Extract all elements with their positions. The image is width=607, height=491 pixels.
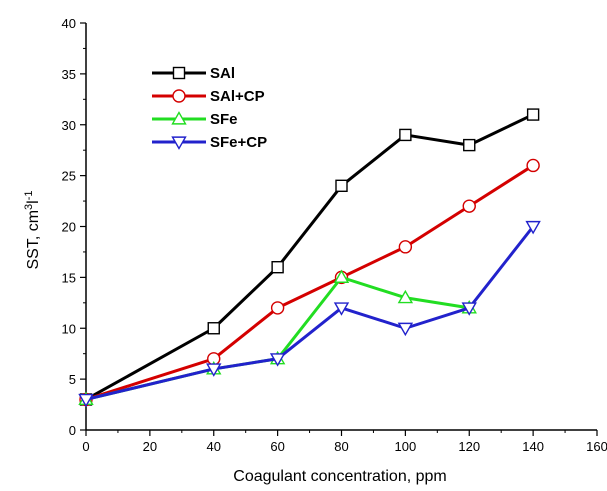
data-point — [398, 240, 413, 254]
x-tick-label: 20 — [143, 439, 157, 454]
y-tick-label: 5 — [69, 372, 76, 387]
y-axis-title-mid: l — [25, 200, 42, 204]
data-point — [461, 302, 477, 316]
data-point — [206, 363, 222, 377]
series-sal-cp — [79, 158, 540, 407]
legend-item: SAl+CP — [152, 88, 265, 105]
data-point — [462, 199, 476, 213]
y-axis-title: SST, cm3l-1 — [23, 190, 42, 269]
y-axis-title-sup2: -1 — [23, 190, 35, 200]
legend-marker — [172, 66, 186, 80]
data-point — [335, 179, 348, 193]
x-tick-label: 160 — [586, 439, 607, 454]
x-tick-label: 100 — [395, 439, 417, 454]
data-point — [269, 353, 286, 367]
data-point — [270, 301, 285, 315]
legend-label: SFe+CP — [210, 134, 267, 151]
data-point — [207, 322, 220, 335]
axes — [80, 22, 598, 436]
data-point — [526, 108, 540, 121]
x-tick-label: 60 — [270, 439, 284, 454]
data-point — [333, 302, 350, 316]
legend-label: SAl+CP — [210, 88, 265, 105]
series-sal — [79, 108, 540, 406]
y-tick-labels: 0 5 10 15 20 25 30 35 40 — [62, 16, 76, 438]
legend-label: SFe — [210, 111, 238, 128]
y-tick-label: 40 — [62, 16, 76, 31]
data-point — [463, 138, 476, 152]
legend-item: SAl — [152, 65, 235, 82]
series-sfe — [78, 269, 477, 406]
data-point — [333, 269, 350, 283]
data-point — [397, 322, 414, 337]
x-tick-labels: 0 20 40 60 80 100 120 140 160 — [82, 439, 607, 454]
data-point — [525, 220, 541, 235]
legend-marker — [172, 89, 186, 103]
legend-item: SFe — [152, 111, 238, 128]
y-tick-label: 20 — [62, 220, 76, 235]
x-tick-label: 0 — [82, 439, 89, 454]
y-tick-label: 35 — [62, 67, 76, 82]
legend-marker — [171, 111, 187, 125]
data-point — [78, 393, 94, 408]
data-point — [397, 289, 414, 304]
legend-item: SFe+CP — [152, 134, 267, 151]
data-point — [399, 128, 412, 142]
y-tick-label: 25 — [62, 169, 76, 184]
plot-series — [78, 108, 541, 408]
legend: SAl SAl+CP SFe SFe+CP — [152, 65, 267, 151]
x-tick-label: 80 — [334, 439, 348, 454]
legend-marker — [171, 136, 187, 150]
legend-label: SAl — [210, 65, 235, 82]
x-tick-label: 120 — [458, 439, 480, 454]
y-tick-label: 30 — [62, 118, 76, 133]
y-tick-label: 0 — [69, 423, 76, 438]
x-tick-label: 40 — [207, 439, 221, 454]
x-tick-label: 140 — [522, 439, 544, 454]
x-axis-title: Coagulant concentration, ppm — [233, 468, 446, 485]
y-tick-label: 15 — [62, 270, 76, 285]
y-tick-label: 10 — [62, 321, 76, 336]
series-line — [85, 113, 534, 401]
series-sfe-cp — [78, 220, 541, 408]
y-axis-title-sup1: 3 — [23, 204, 35, 210]
data-point — [526, 158, 540, 173]
data-point — [271, 261, 284, 274]
y-axis-title-main: SST, cm — [25, 210, 42, 270]
